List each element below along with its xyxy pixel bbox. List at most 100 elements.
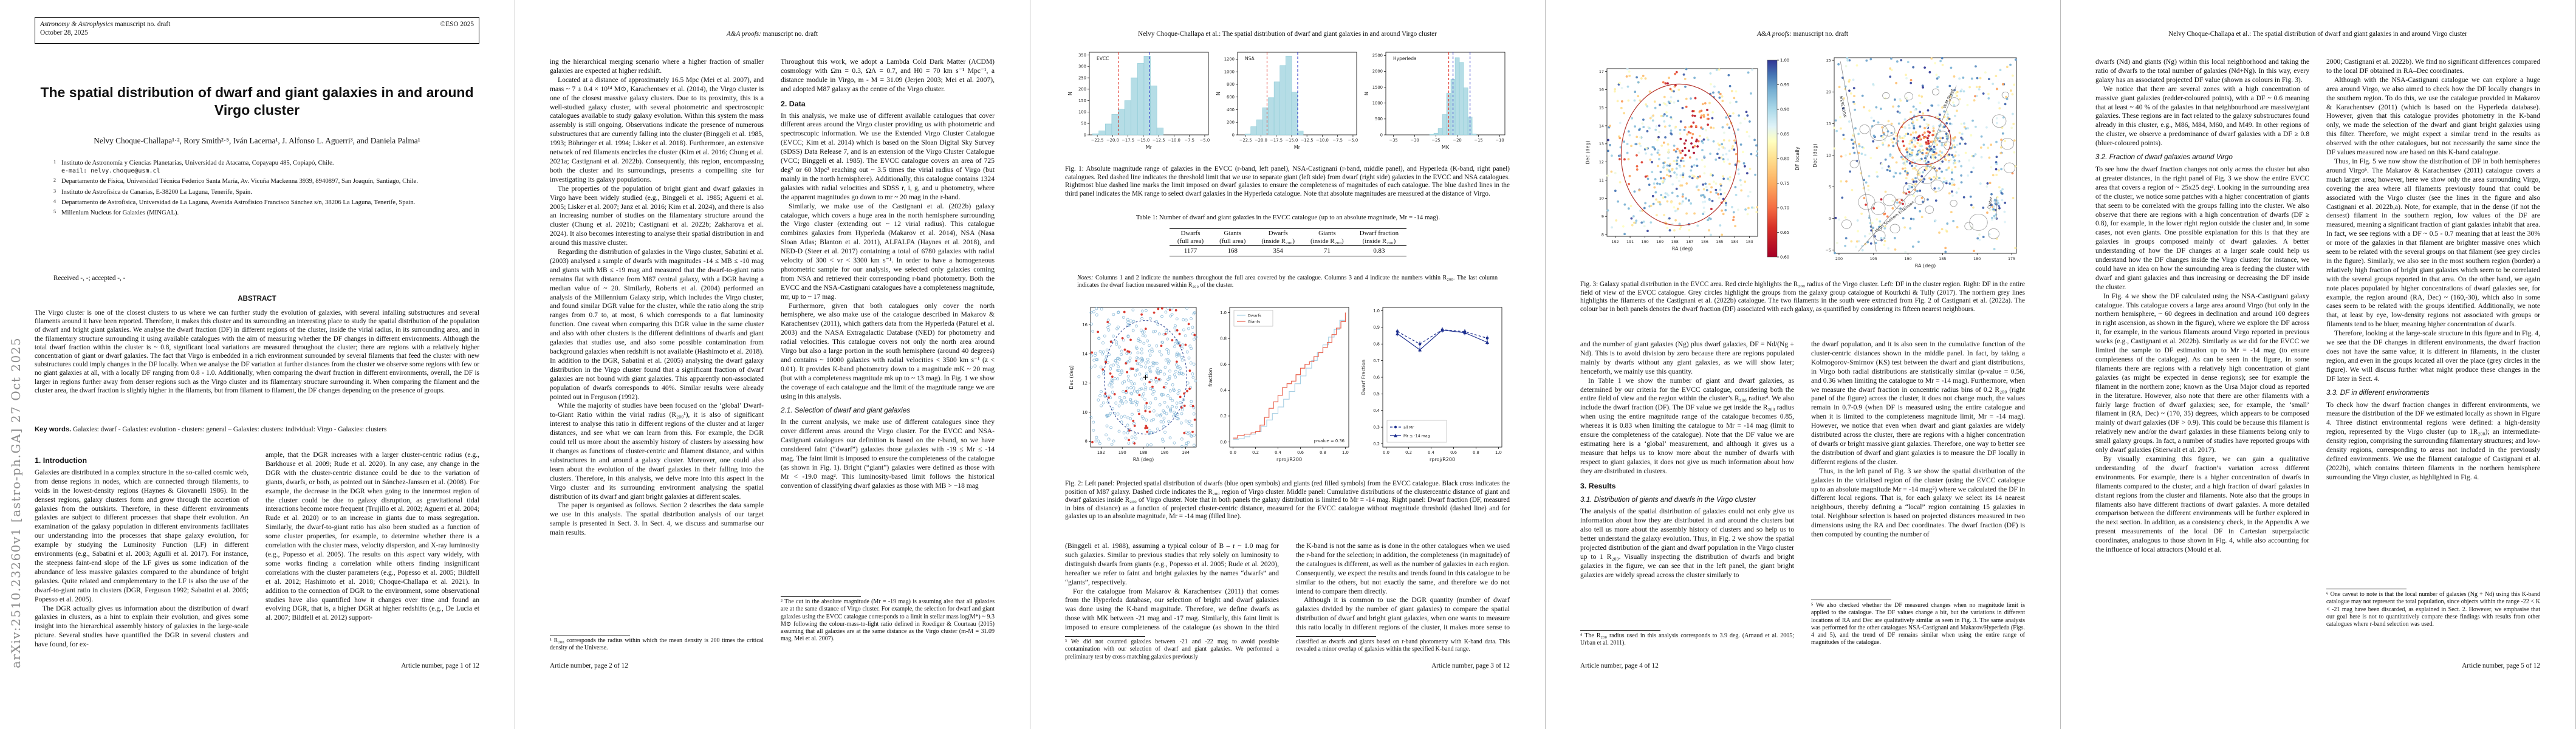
page5-column-left: dwarfs (Nd) and giants (Ng) within this … bbox=[2095, 58, 2309, 656]
affiliation-item: 2 Departamento de Física, Universidad Téc… bbox=[53, 177, 418, 185]
fig1-panel-hyperleda: −35 −30 −25 −20 −15 −10 0 500 1000 1500 2000 2500 MK… bbox=[1362, 49, 1510, 159]
svg-text:all Mr: all Mr bbox=[1403, 425, 1414, 430]
svg-text:MK: MK bbox=[1442, 145, 1450, 150]
section-heading: 1. Introduction bbox=[35, 456, 87, 465]
svg-text:0.2: 0.2 bbox=[1373, 442, 1380, 447]
svg-text:N: N bbox=[1067, 92, 1073, 95]
svg-text:1.0: 1.0 bbox=[1373, 309, 1380, 313]
figure-3: 192 191 190 189 188 187 186 185 184 183 8 9 10 11 12 13… bbox=[1580, 52, 2026, 275]
svg-text:Dec (deg): Dec (deg) bbox=[1585, 140, 1591, 164]
footnote-2: ² The cut in the absolute magnitude (Mr … bbox=[781, 594, 995, 643]
svg-text:0.4: 0.4 bbox=[1220, 388, 1227, 393]
svg-text:Dwarfs: Dwarfs bbox=[1248, 313, 1261, 318]
svg-text:0: 0 bbox=[1084, 132, 1086, 137]
svg-text:187: 187 bbox=[1686, 239, 1693, 244]
paragraph: To see how the dwarf fraction changes no… bbox=[2095, 165, 2309, 291]
paragraph: Galaxies are distributed in a complex st… bbox=[35, 468, 248, 603]
svg-text:−22.5: −22.5 bbox=[1239, 138, 1252, 143]
fig3-caption: Fig. 3: Galaxy spatial distribution in t… bbox=[1580, 281, 2025, 313]
svg-text:0.90: 0.90 bbox=[1780, 107, 1789, 112]
svg-text:−5: −5 bbox=[1826, 248, 1831, 253]
svg-text:−17.5: −17.5 bbox=[1270, 138, 1283, 143]
svg-text:RA (deg): RA (deg) bbox=[1133, 457, 1154, 462]
footnote-1: ¹ R₂₀₀ corresponds the radius within whi… bbox=[550, 633, 764, 652]
svg-text:0.6: 0.6 bbox=[1220, 362, 1227, 367]
affiliation-item: 1 Instituto de Astronomía y Ciencias Plan… bbox=[53, 159, 334, 175]
figure-2: 192 190 188 186 184 8 10 12 14 16 RA (deg) Dec (deg… bbox=[1065, 303, 1508, 471]
page-1: arXiv:2510.23260v1 [astro-ph.GA] 27 Oct … bbox=[0, 0, 515, 729]
svg-text:250: 250 bbox=[1078, 75, 1086, 80]
svg-text:RA (deg): RA (deg) bbox=[1915, 263, 1936, 269]
svg-text:175: 175 bbox=[2008, 256, 2015, 261]
svg-text:16: 16 bbox=[1599, 87, 1604, 92]
svg-text:−15: −15 bbox=[1474, 138, 1482, 143]
svg-text:400: 400 bbox=[1227, 108, 1235, 112]
subsection-heading: 3.3. DF in different environments bbox=[2326, 388, 2430, 397]
paragraph: The properties of the population of brig… bbox=[550, 184, 764, 247]
footnote-3: ³ We did not counted galaxies between -2… bbox=[1065, 634, 1279, 661]
svg-text:0.9: 0.9 bbox=[1373, 325, 1380, 330]
affiliation-item: 3 Instituto de Astrofísica de Canarias, E… bbox=[53, 188, 252, 196]
svg-text:0.3: 0.3 bbox=[1373, 425, 1380, 430]
svg-text:189: 189 bbox=[1656, 239, 1663, 244]
svg-text:−10.0: −10.0 bbox=[1316, 138, 1329, 143]
svg-text:0.8: 0.8 bbox=[1473, 450, 1479, 455]
svg-text:−20.0: −20.0 bbox=[1106, 138, 1119, 143]
svg-text:195: 195 bbox=[1870, 256, 1877, 261]
keywords-line: Key words. Galaxies: dwarf - Galaxies: e… bbox=[35, 426, 387, 433]
fig3-cluster-map: 192 191 190 189 188 187 186 185 184 183 8 9 10 11 12 13… bbox=[1580, 52, 1762, 275]
svg-text:1.0: 1.0 bbox=[1342, 450, 1349, 455]
svg-text:1000: 1000 bbox=[1372, 101, 1383, 106]
paragraph: Similarly, we make use of the Castignani… bbox=[781, 202, 995, 301]
svg-text:14: 14 bbox=[1082, 352, 1088, 357]
table1-notes: Notes: Columns 1 and 2 indicate the numb… bbox=[1077, 275, 1498, 289]
author-list: Nelvy Choque-Challapa¹·², Rory Smith²·⁵,… bbox=[94, 136, 420, 145]
svg-text:DF locally: DF locally bbox=[1795, 146, 1800, 170]
paragraph: and the number of giant galaxies (Ng) pl… bbox=[1580, 340, 1794, 375]
footnote-6: ⁶ One caveat to note is that the local n… bbox=[2326, 587, 2540, 629]
svg-text:800: 800 bbox=[1227, 82, 1235, 87]
svg-text:190: 190 bbox=[1118, 450, 1126, 455]
fig2-scatter-panel: 192 190 188 186 184 8 10 12 14 16 RA (deg) Dec (deg… bbox=[1065, 303, 1202, 471]
svg-text:Mr: Mr bbox=[1294, 145, 1301, 150]
svg-text:0: 0 bbox=[1380, 132, 1383, 137]
svg-text:2000: 2000 bbox=[1372, 69, 1383, 74]
svg-text:0.80: 0.80 bbox=[1780, 156, 1789, 161]
paragraph: Thus, in Fig. 5 we now show the distribu… bbox=[2326, 157, 2540, 329]
svg-text:0.65: 0.65 bbox=[1780, 230, 1789, 235]
paragraph: In Table 1 we show the number of giant a… bbox=[1580, 376, 1794, 475]
fig2-dwarf-fraction-panel: 0.0 0.2 0.4 0.6 0.8 1.00.20.30.40.50.60.70.80… bbox=[1355, 303, 1508, 471]
svg-text:0.4: 0.4 bbox=[1275, 450, 1281, 455]
svg-text:186: 186 bbox=[1160, 450, 1168, 455]
affiliation-item: 5 Millenium Nucleus for Galaxies (MINGAL)… bbox=[53, 209, 179, 217]
svg-text:0.60: 0.60 bbox=[1780, 255, 1789, 259]
svg-text:−15.0: −15.0 bbox=[1285, 138, 1298, 143]
footnote-5: ⁵ We also checked whether the DF measure… bbox=[1811, 598, 2025, 647]
paragraph: ample, that the DGR increases with a lar… bbox=[265, 451, 479, 622]
paragraph: ing the hierarchical merging scenario wh… bbox=[550, 58, 764, 75]
paragraph: Therefore, looking at the large-scale st… bbox=[2326, 329, 2540, 383]
running-head: A&A proofs: manuscript no. draft bbox=[726, 30, 818, 38]
table1-caption: Table 1: Number of dwarf and giant galax… bbox=[1136, 214, 1440, 221]
paragraph: We notice that there are several zones w… bbox=[2095, 84, 2309, 148]
svg-text:0.6: 0.6 bbox=[1450, 450, 1457, 455]
svg-text:0.95: 0.95 bbox=[1780, 83, 1789, 87]
svg-text:184: 184 bbox=[1731, 239, 1738, 244]
svg-text:−12.5: −12.5 bbox=[1301, 138, 1314, 143]
svg-text:50: 50 bbox=[1081, 122, 1086, 126]
table-1: Dwarfs (full area) Giants (full area) Dwar… bbox=[1106, 228, 1470, 256]
svg-text:0: 0 bbox=[1829, 216, 1831, 221]
svg-text:1200: 1200 bbox=[1224, 57, 1235, 62]
svg-text:Giants: Giants bbox=[1248, 320, 1260, 324]
svg-text:0.0: 0.0 bbox=[1383, 450, 1389, 455]
page-5: Nelvy Choque-Challapa et al.: The spatia… bbox=[2061, 0, 2575, 729]
svg-text:−20.0: −20.0 bbox=[1255, 138, 1267, 143]
paragraph: Located at a distance of approximately 1… bbox=[550, 75, 764, 183]
svg-text:10: 10 bbox=[1082, 410, 1088, 415]
svg-text:−20: −20 bbox=[1453, 138, 1461, 143]
svg-text:N: N bbox=[1364, 92, 1369, 95]
paragraph: In Fig. 4 we show the DF calculated usin… bbox=[2095, 292, 2309, 454]
paragraph: The DGR actually gives us information ab… bbox=[35, 604, 248, 649]
svg-text:0.4: 0.4 bbox=[1428, 450, 1434, 455]
